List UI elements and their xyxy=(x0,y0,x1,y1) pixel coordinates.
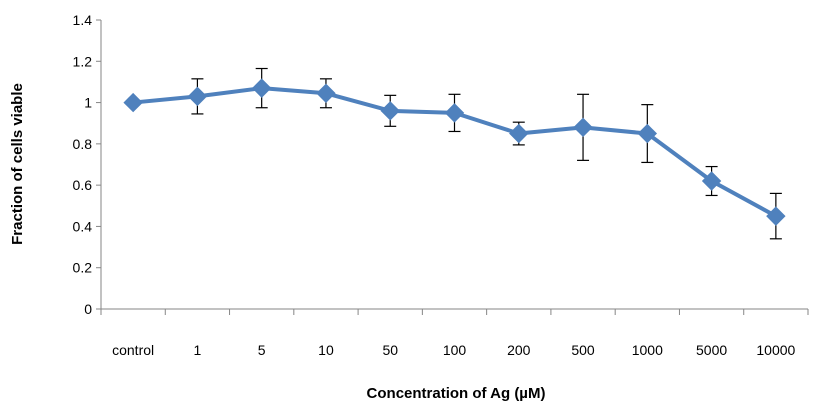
y-tick-label: 1 xyxy=(84,95,92,111)
data-point xyxy=(316,83,336,103)
x-tick-label: 100 xyxy=(443,342,467,358)
data-point xyxy=(766,206,786,226)
data-point xyxy=(701,171,722,191)
data-point xyxy=(380,101,400,121)
x-tick-label: 500 xyxy=(571,342,595,358)
data-point xyxy=(573,117,593,138)
x-tick-label: 50 xyxy=(382,342,398,358)
x-tick-label: 5 xyxy=(258,342,266,358)
axes-layer xyxy=(96,19,809,315)
x-tick-label: 10 xyxy=(318,342,334,358)
x-axis-title: Concentration of Ag (µM) xyxy=(367,385,546,402)
x-tick-label: 5000 xyxy=(696,342,727,358)
data-point xyxy=(187,86,208,107)
y-tick-label: 0.4 xyxy=(73,218,93,234)
y-tick-label: 1.4 xyxy=(73,12,93,28)
tick-labels-layer: 0 0.2 0.4 0.6 0.8 1 1.2 1.4 control 1 5 10 50 100 200 5… xyxy=(73,12,796,358)
data-point xyxy=(637,123,658,144)
x-tick-label: 1 xyxy=(194,342,202,358)
x-tick-label: 10000 xyxy=(756,342,795,358)
data-point xyxy=(123,92,143,113)
markers-layer xyxy=(123,78,786,226)
y-tick-label: 0.8 xyxy=(73,136,93,152)
data-point xyxy=(509,123,529,144)
y-tick-label: 1.2 xyxy=(73,53,93,69)
x-tick-label: control xyxy=(112,342,154,358)
y-tick-label: 0 xyxy=(84,301,92,317)
x-tick-label: 1000 xyxy=(632,342,663,358)
data-point xyxy=(444,103,465,123)
y-axis-title: Fraction of cells viable xyxy=(9,83,26,245)
data-point xyxy=(251,78,272,98)
x-tick-label: 200 xyxy=(507,342,531,358)
error-bars-layer xyxy=(191,67,782,240)
y-tick-label: 0.2 xyxy=(73,260,93,276)
y-tick-label: 0.6 xyxy=(73,177,93,193)
